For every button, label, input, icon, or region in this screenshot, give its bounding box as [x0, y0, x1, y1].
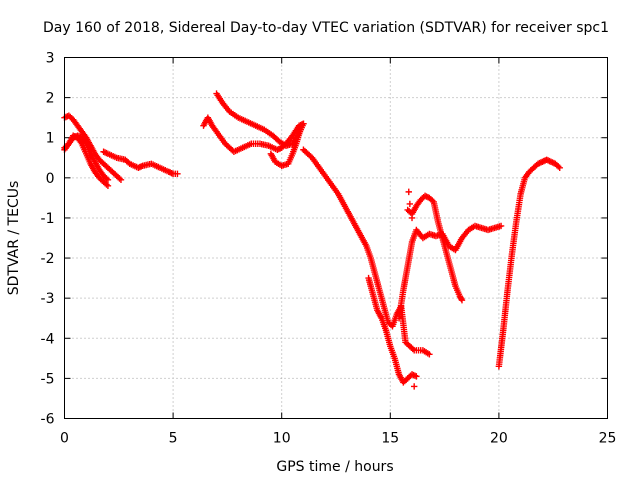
series-arc6: [213, 90, 307, 149]
series-arc11: [395, 222, 505, 322]
data-point: [410, 383, 418, 390]
data-point: [406, 200, 414, 208]
y-tick-label: 2: [46, 91, 55, 107]
grid-lines: [64, 57, 608, 419]
y-tick-label: -2: [41, 251, 55, 267]
y-tick-label: -1: [41, 211, 55, 227]
data-point: [556, 164, 563, 172]
x-tick-label: 5: [169, 431, 178, 447]
x-tick-label: 0: [60, 431, 69, 447]
y-tick-label: -3: [41, 291, 55, 307]
y-tick-label: 0: [46, 171, 55, 187]
series-arc9: [365, 274, 420, 386]
data-point: [298, 122, 305, 129]
series-arc7: [267, 122, 305, 169]
data-point: [174, 170, 181, 178]
y-tick-label: -5: [41, 371, 55, 387]
y-tick-label: -6: [41, 412, 55, 428]
series-arc5: [200, 114, 307, 155]
x-tick-label: 10: [273, 431, 291, 447]
x-tick-label: 15: [381, 431, 399, 447]
x-axis-label: GPS time / hours: [276, 459, 393, 475]
data-point: [405, 188, 412, 196]
axis-ticks: 0 5 10 15 20 25 -6 -5 -4 -3 -2 -1 0 1 2 3: [41, 51, 617, 447]
y-tick-label: 3: [46, 51, 55, 67]
data-point: [497, 222, 505, 230]
x-tick-label: 20: [490, 431, 508, 447]
series-outliers: [405, 188, 418, 390]
series-arc8: [300, 146, 433, 358]
y-tick-label: 1: [46, 131, 55, 147]
y-tick-label: -4: [41, 331, 55, 347]
series-arc4: [100, 148, 181, 178]
plot-frame: [64, 57, 608, 419]
chart-title: Day 160 of 2018, Sidereal Day-to-day VTE…: [43, 20, 609, 36]
data-points: [61, 90, 563, 390]
data-point: [426, 351, 433, 358]
data-point: [413, 373, 420, 380]
y-axis-label: SDTVAR / TECUs: [6, 181, 22, 296]
data-point: [458, 296, 466, 304]
x-tick-label: 25: [599, 431, 617, 447]
data-point: [408, 214, 416, 222]
series-arc12: [495, 156, 563, 370]
data-point: [458, 295, 465, 303]
data-point: [104, 182, 112, 190]
data-point: [117, 176, 125, 184]
data-point: [104, 176, 112, 184]
